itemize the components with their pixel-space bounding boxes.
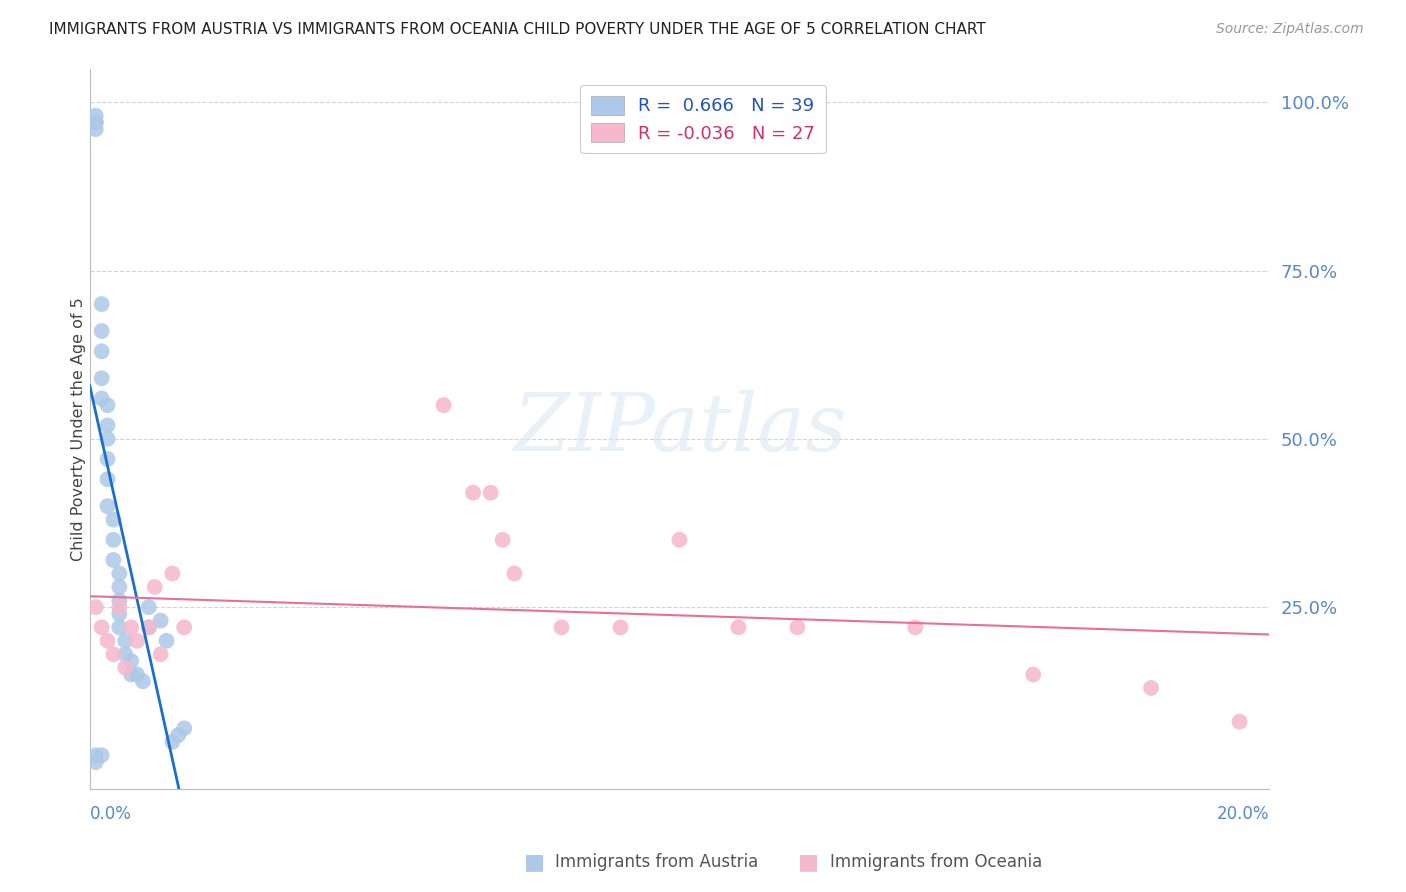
Point — [108, 580, 131, 594]
Text: ■: ■ — [799, 852, 818, 871]
Point — [90, 748, 112, 763]
Point — [173, 722, 195, 736]
Point — [108, 607, 131, 621]
Point — [904, 620, 927, 634]
Point — [125, 633, 148, 648]
Text: 20.0%: 20.0% — [1216, 805, 1270, 823]
Point — [96, 418, 118, 433]
Point — [668, 533, 690, 547]
Point — [84, 600, 107, 615]
Legend: R =  0.666   N = 39, R = -0.036   N = 27: R = 0.666 N = 39, R = -0.036 N = 27 — [581, 85, 825, 153]
Point — [84, 115, 107, 129]
Point — [167, 728, 190, 742]
Point — [84, 115, 107, 129]
Y-axis label: Child Poverty Under the Age of 5: Child Poverty Under the Age of 5 — [72, 297, 86, 560]
Point — [138, 620, 160, 634]
Point — [84, 755, 107, 769]
Point — [461, 485, 484, 500]
Text: ■: ■ — [524, 852, 544, 871]
Point — [103, 533, 125, 547]
Point — [114, 661, 136, 675]
Point — [90, 392, 112, 406]
Point — [155, 633, 177, 648]
Point — [1140, 681, 1163, 695]
Point — [84, 748, 107, 763]
Text: ZIPatlas: ZIPatlas — [513, 390, 846, 467]
Point — [1229, 714, 1251, 729]
Point — [138, 600, 160, 615]
Point — [90, 324, 112, 338]
Point — [90, 344, 112, 359]
Point — [727, 620, 749, 634]
Point — [103, 553, 125, 567]
Point — [96, 472, 118, 486]
Point — [550, 620, 572, 634]
Point — [1022, 667, 1045, 681]
Point — [90, 371, 112, 385]
Point — [96, 432, 118, 446]
Point — [162, 735, 184, 749]
Point — [503, 566, 526, 581]
Point — [96, 633, 118, 648]
Point — [120, 654, 142, 668]
Point — [491, 533, 513, 547]
Point — [138, 620, 160, 634]
Point — [84, 122, 107, 136]
Text: 0.0%: 0.0% — [90, 805, 132, 823]
Point — [120, 620, 142, 634]
Point — [108, 600, 131, 615]
Point — [96, 499, 118, 513]
Point — [120, 667, 142, 681]
Text: Immigrants from Oceania: Immigrants from Oceania — [830, 853, 1042, 871]
Text: Source: ZipAtlas.com: Source: ZipAtlas.com — [1216, 22, 1364, 37]
Point — [96, 398, 118, 412]
Point — [90, 620, 112, 634]
Point — [108, 593, 131, 607]
Point — [90, 297, 112, 311]
Point — [132, 674, 155, 689]
Point — [108, 566, 131, 581]
Point — [84, 109, 107, 123]
Point — [103, 513, 125, 527]
Point — [103, 647, 125, 661]
Text: Immigrants from Austria: Immigrants from Austria — [555, 853, 759, 871]
Point — [125, 667, 148, 681]
Point — [114, 647, 136, 661]
Point — [149, 647, 172, 661]
Point — [114, 633, 136, 648]
Point — [143, 580, 166, 594]
Point — [786, 620, 808, 634]
Point — [173, 620, 195, 634]
Point — [108, 620, 131, 634]
Point — [609, 620, 631, 634]
Point — [479, 485, 502, 500]
Point — [433, 398, 456, 412]
Point — [96, 452, 118, 467]
Point — [149, 614, 172, 628]
Text: IMMIGRANTS FROM AUSTRIA VS IMMIGRANTS FROM OCEANIA CHILD POVERTY UNDER THE AGE O: IMMIGRANTS FROM AUSTRIA VS IMMIGRANTS FR… — [49, 22, 986, 37]
Point — [162, 566, 184, 581]
